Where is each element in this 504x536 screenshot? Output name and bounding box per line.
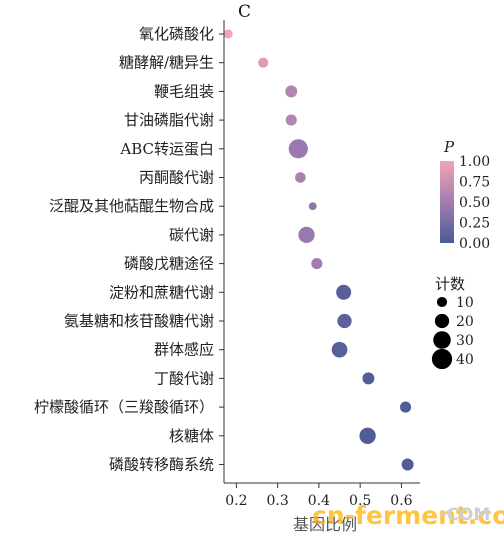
- size-legend-label: 40: [456, 352, 474, 368]
- size-legend-dot: [434, 313, 450, 329]
- color-legend-tick-label: 0.25: [459, 216, 490, 232]
- size-legend-label: 10: [456, 295, 474, 311]
- category-label: 丁酸代谢: [154, 369, 214, 387]
- x-tick-label: 0.5: [349, 493, 371, 509]
- color-legend: P 1.00 0.75 0.50 0.25 0.00: [440, 138, 490, 252]
- category-label: 磷酸戊糖途径: [124, 255, 214, 273]
- color-legend-title: P: [443, 138, 455, 156]
- data-point: [336, 284, 352, 300]
- data-point: [337, 313, 352, 329]
- category-label: 磷酸转移酶系统: [109, 456, 214, 474]
- data-point: [223, 29, 233, 39]
- color-legend-ticks: 1.00 0.75 0.50 0.25 0.00: [454, 154, 490, 252]
- color-legend-tick-label: 0.00: [459, 236, 490, 252]
- size-legend-title: 计数: [435, 275, 465, 293]
- color-legend-tick-label: 0.50: [459, 195, 490, 211]
- color-legend-tick-label: 1.00: [459, 154, 490, 170]
- category-label: 甘油磷脂代谢: [124, 111, 214, 129]
- size-legend-dot: [431, 348, 453, 370]
- data-point: [401, 458, 414, 471]
- watermark: cn-ferment.com ·COM: [312, 501, 504, 530]
- size-legend-label: 20: [456, 314, 474, 330]
- data-point: [288, 139, 308, 159]
- size-legend-entries: 10 20 30 40: [431, 295, 474, 370]
- category-label: 氨基糖和核苷酸糖代谢: [64, 312, 214, 330]
- size-legend-dot: [433, 331, 451, 349]
- panel-label: C: [238, 2, 251, 22]
- category-label: 碳代谢: [169, 226, 214, 244]
- data-point: [308, 202, 317, 211]
- x-axis-ticks: 0.2 0.3 0.4 0.5 0.6: [225, 483, 413, 509]
- category-label: 泛醌及其他萜醌生物合成: [49, 197, 214, 215]
- watermark-left: cn-ferment.com: [312, 501, 504, 530]
- category-label: 柠檬酸循环（三羧酸循环）: [34, 398, 214, 416]
- category-label: 核糖体: [169, 427, 214, 445]
- color-legend-bar: [440, 161, 454, 243]
- data-point: [285, 85, 298, 98]
- data-points: [223, 29, 414, 471]
- category-label: 淀粉和蔗糖代谢: [109, 283, 214, 301]
- x-tick-label: 0.4: [308, 493, 330, 509]
- category-label: 丙酮酸代谢: [139, 169, 214, 187]
- category-label: 氧化磷酸化: [139, 25, 214, 43]
- category-label: 群体感应: [154, 341, 214, 359]
- data-point: [359, 427, 376, 444]
- watermark-right: ·COM: [440, 505, 490, 525]
- color-legend-tick-label: 0.75: [459, 175, 490, 191]
- x-tick-label: 0.6: [390, 493, 412, 509]
- data-point: [285, 114, 297, 126]
- data-point: [331, 341, 348, 358]
- data-point: [258, 57, 269, 68]
- size-legend-dot: [436, 296, 448, 308]
- data-point: [298, 226, 315, 244]
- size-legend-label: 30: [456, 333, 474, 349]
- data-point: [295, 172, 306, 183]
- data-point: [362, 372, 375, 385]
- category-label: 糖酵解/糖异生: [119, 54, 214, 72]
- x-tick-label: 0.3: [267, 493, 289, 509]
- data-point: [400, 401, 412, 413]
- x-tick-label: 0.2: [225, 493, 247, 509]
- size-legend: 计数 10 20 30 40: [431, 275, 474, 370]
- x-axis-label: 基因比例: [293, 515, 357, 534]
- category-label: ABC转运蛋白: [119, 140, 214, 158]
- category-label: 鞭毛组装: [154, 82, 214, 100]
- data-point: [311, 258, 323, 270]
